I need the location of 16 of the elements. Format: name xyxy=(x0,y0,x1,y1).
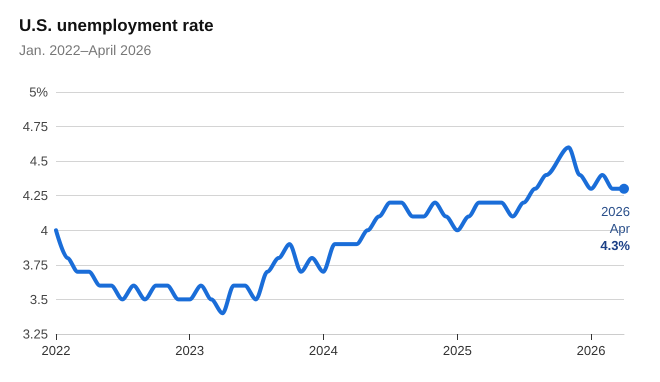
y-tick-label: 3.5 xyxy=(30,292,48,307)
y-tick-label: 4.25 xyxy=(22,188,48,204)
x-tick-label: 2024 xyxy=(308,343,338,358)
y-tick-label: 4.5 xyxy=(30,154,48,169)
y-tick-label: 4.75 xyxy=(22,119,48,134)
chart-subtitle: Jan. 2022–April 2026 xyxy=(19,42,152,58)
chart-title: U.S. unemployment rate xyxy=(19,16,214,35)
x-tick-label: 2026 xyxy=(576,343,606,358)
y-tick-label: 3.75 xyxy=(22,257,48,272)
y-tick-label: 5% xyxy=(29,84,48,100)
x-tick-label: 2025 xyxy=(442,343,472,358)
y-tick-label: 4 xyxy=(40,222,48,238)
y-tick-label: 3.25 xyxy=(22,326,48,342)
x-tick-label: 2023 xyxy=(175,343,204,358)
x-tick-label: 2022 xyxy=(42,343,70,358)
annotation: 2026 Apr 4.3% xyxy=(600,204,631,253)
